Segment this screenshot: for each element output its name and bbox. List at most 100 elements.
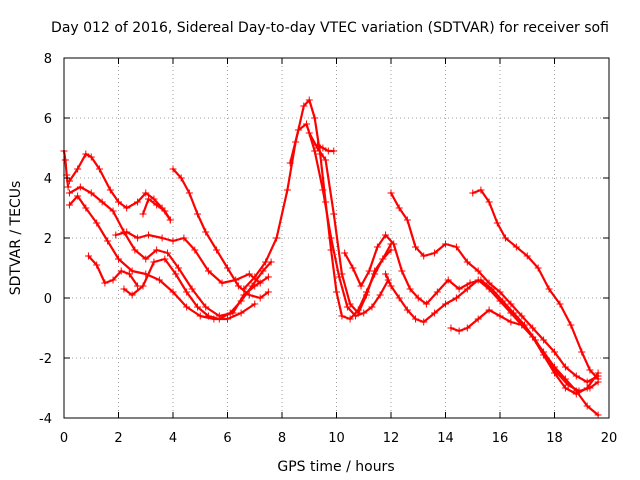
data-point-marker — [76, 183, 84, 191]
data-point-marker — [561, 375, 569, 383]
data-point-marker — [226, 309, 234, 317]
data-point-marker — [431, 249, 439, 257]
data-point-marker — [196, 312, 204, 320]
series-arc-18 — [469, 186, 602, 383]
data-point-marker — [104, 237, 112, 245]
data-point-marker — [248, 282, 256, 290]
data-point-marker — [403, 306, 411, 314]
data-point-marker — [387, 282, 395, 290]
data-point-marker — [545, 285, 553, 293]
data-point-marker — [540, 351, 548, 359]
data-point-marker — [431, 309, 439, 317]
data-point-marker — [264, 273, 272, 281]
data-point-marker — [82, 150, 90, 158]
data-point-marker — [144, 195, 152, 203]
data-point-marker — [412, 315, 420, 323]
data-point-marker — [556, 300, 564, 308]
data-point-marker — [74, 192, 82, 200]
data-point-marker — [338, 312, 346, 320]
data-point-marker — [561, 384, 569, 392]
x-tick-label: 18 — [546, 431, 563, 446]
data-point-marker — [594, 411, 602, 419]
data-point-marker — [234, 282, 242, 290]
data-point-marker — [572, 372, 580, 380]
data-point-marker — [172, 270, 180, 278]
data-point-marker — [87, 189, 95, 197]
data-point-marker — [444, 276, 452, 284]
chart-title: Day 012 of 2016, Sidereal Day-to-day VTE… — [51, 20, 609, 36]
data-point-marker — [112, 231, 120, 239]
data-point-marker — [390, 240, 398, 248]
data-point-marker — [594, 369, 602, 377]
data-point-marker — [240, 285, 248, 293]
data-point-marker — [362, 291, 370, 299]
data-point-marker — [357, 282, 365, 290]
data-point-marker — [551, 369, 558, 377]
data-point-marker — [382, 270, 390, 278]
data-point-marker — [155, 276, 163, 284]
y-tick-label: 0 — [44, 292, 52, 307]
series-line — [68, 152, 172, 222]
data-point-marker — [477, 186, 485, 194]
data-point-marker — [474, 276, 482, 284]
data-point-marker — [120, 285, 128, 293]
data-point-marker — [256, 294, 264, 302]
data-point-marker — [139, 210, 147, 218]
y-tick-label: 8 — [44, 52, 52, 67]
data-point-marker — [164, 249, 172, 257]
data-point-marker — [237, 309, 245, 317]
data-point-marker — [507, 300, 515, 308]
data-point-marker — [117, 267, 125, 275]
series-arc-15 — [382, 270, 602, 419]
series-line — [62, 149, 70, 189]
series-arc-7 — [120, 255, 275, 323]
data-point-marker — [115, 198, 122, 206]
x-axis-label: GPS time / hours — [277, 459, 394, 475]
data-point-marker — [123, 204, 131, 212]
data-point-marker — [251, 273, 259, 281]
data-point-marker — [85, 252, 93, 260]
data-point-marker — [61, 156, 69, 164]
data-point-marker — [463, 258, 471, 266]
data-point-marker — [161, 207, 169, 215]
data-point-marker — [346, 315, 354, 323]
data-point-marker — [365, 267, 373, 275]
data-point-marker — [447, 324, 455, 332]
data-point-marker — [501, 234, 509, 242]
y-tick-label: -2 — [39, 352, 52, 367]
data-point-marker — [82, 204, 90, 212]
data-point-marker — [305, 129, 313, 137]
data-point-marker — [398, 267, 406, 275]
data-point-marker — [64, 183, 72, 191]
data-point-marker — [98, 198, 106, 206]
data-point-marker — [183, 303, 191, 311]
x-tick-label: 14 — [437, 431, 454, 446]
data-point-marker — [134, 234, 142, 242]
data-point-marker — [65, 201, 73, 209]
data-point-marker — [286, 159, 294, 167]
data-point-marker — [330, 210, 338, 218]
series-arc-17 — [447, 306, 602, 398]
data-point-marker — [303, 120, 311, 128]
series-arc-16 — [387, 189, 602, 386]
data-point-marker — [463, 324, 471, 332]
data-point-marker — [264, 288, 272, 296]
x-tick-label: 4 — [169, 431, 177, 446]
data-point-marker — [262, 258, 270, 266]
data-point-marker — [412, 243, 420, 251]
data-point-marker — [452, 243, 460, 251]
data-point-marker — [338, 270, 346, 278]
data-point-marker — [387, 246, 395, 254]
data-point-marker — [376, 291, 384, 299]
data-point-marker — [65, 177, 73, 185]
data-point-marker — [169, 165, 177, 173]
data-point-marker — [420, 252, 428, 260]
x-tick-label: 16 — [492, 431, 509, 446]
data-point-marker — [561, 363, 569, 371]
data-point-marker — [139, 282, 147, 290]
data-point-marker — [256, 279, 264, 287]
data-point-marker — [346, 300, 354, 308]
y-tick-labels: -4 -2 0 2 4 6 8 — [39, 52, 52, 427]
data-point-marker — [93, 261, 101, 269]
data-point-marker — [305, 96, 313, 104]
